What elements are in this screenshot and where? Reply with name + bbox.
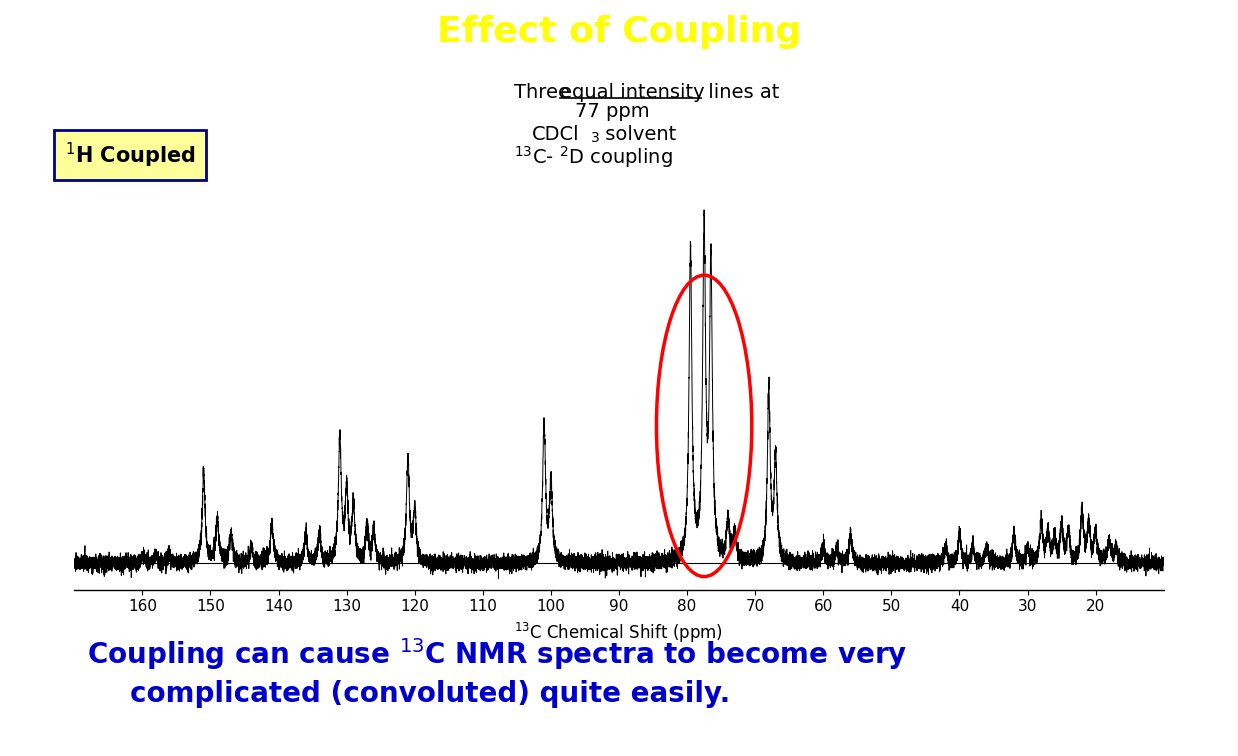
Text: solvent: solvent [599, 125, 676, 144]
Text: 3: 3 [591, 131, 599, 144]
Text: Three: Three [514, 82, 576, 102]
Text: 77 ppm: 77 ppm [576, 102, 650, 122]
Text: equal intensity: equal intensity [560, 82, 704, 102]
Text: complicated (convoluted) quite easily.: complicated (convoluted) quite easily. [130, 680, 730, 708]
Text: $^{1}$H Coupled: $^{1}$H Coupled [64, 141, 196, 169]
Text: Coupling can cause $^{13}$C NMR spectra to become very: Coupling can cause $^{13}$C NMR spectra … [87, 636, 907, 672]
X-axis label: $^{13}$C Chemical Shift (ppm): $^{13}$C Chemical Shift (ppm) [515, 621, 723, 646]
Text: Effect of Coupling: Effect of Coupling [437, 15, 801, 49]
Text: $^{13}$C- $^{2}$D coupling: $^{13}$C- $^{2}$D coupling [514, 144, 672, 170]
Text: lines at: lines at [702, 82, 780, 102]
Text: CDCl: CDCl [532, 125, 579, 144]
